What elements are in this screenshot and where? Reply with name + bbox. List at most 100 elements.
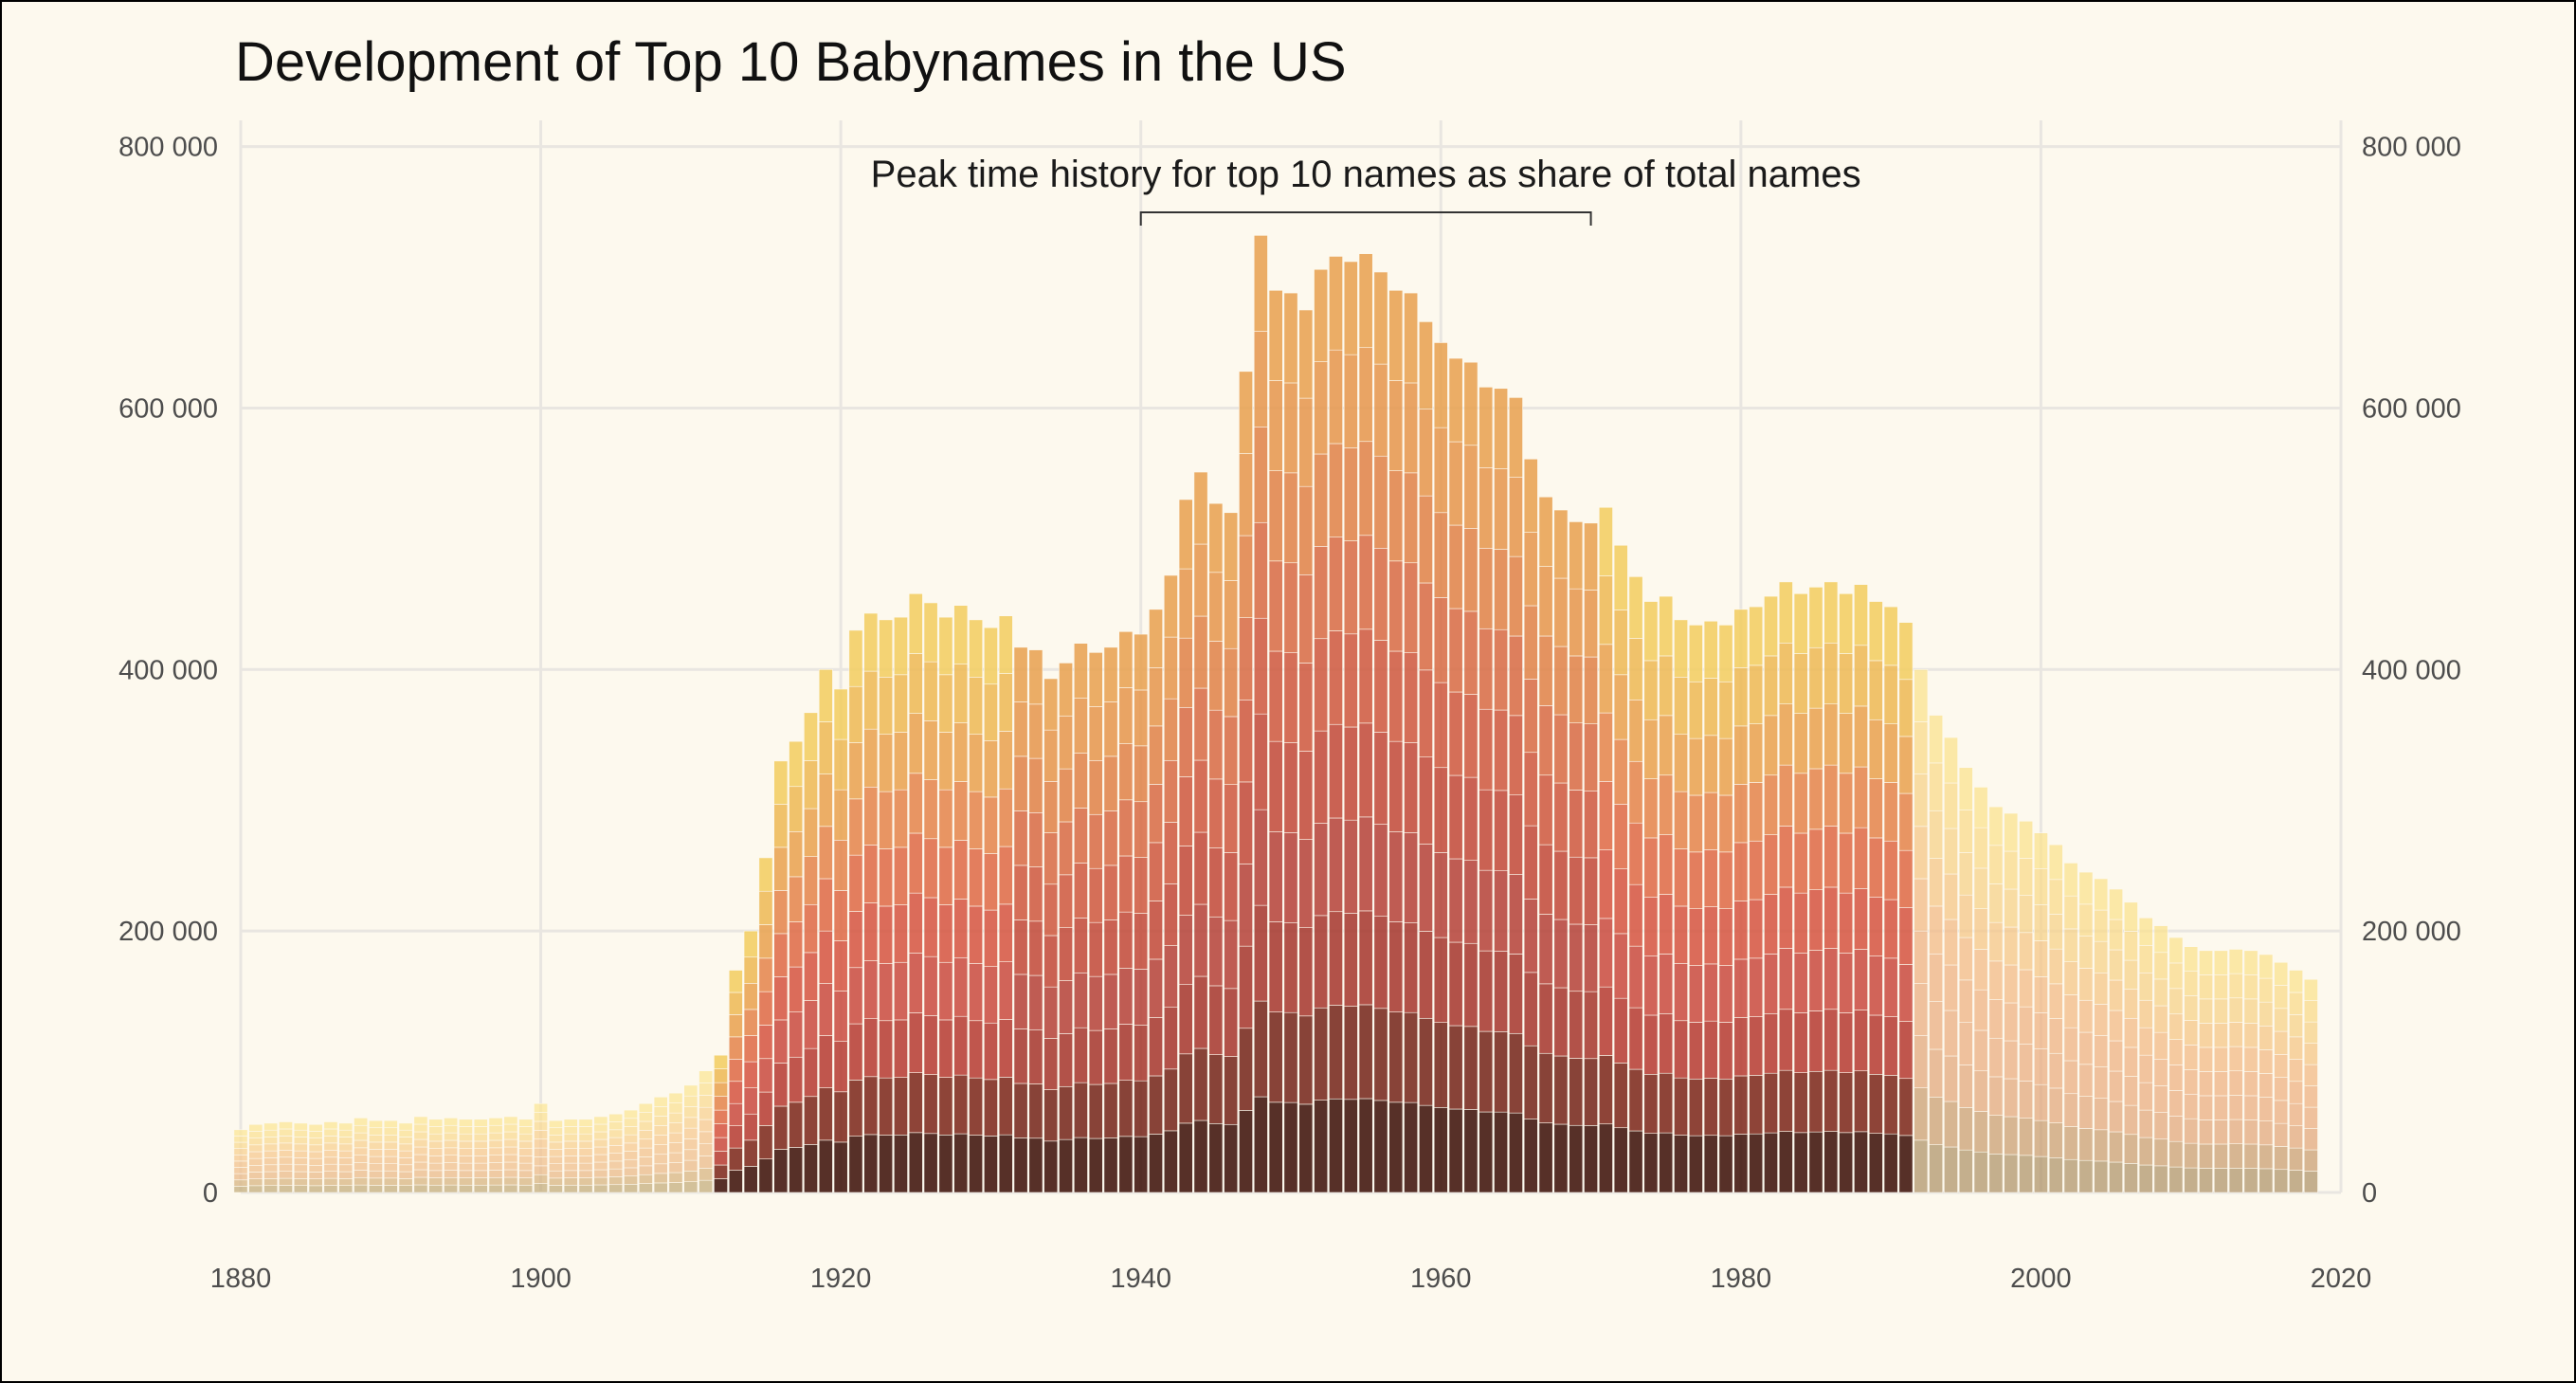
bar-1884-band-4 bbox=[293, 1164, 308, 1173]
bar-2007-band-2 bbox=[2138, 1137, 2153, 1166]
bar-1958-band-8 bbox=[1404, 472, 1419, 564]
bar-2013-band-6 bbox=[2228, 1046, 2243, 1072]
bar-1981-band-7 bbox=[1749, 782, 1764, 842]
bar-1959-band-4 bbox=[1419, 844, 1433, 932]
bar-1961-band-7 bbox=[1448, 608, 1463, 693]
bar-1954-band-3 bbox=[1343, 913, 1358, 1007]
bar-1979-band-10 bbox=[1718, 625, 1733, 682]
bar-1899-band-6 bbox=[518, 1148, 534, 1156]
bar-1997-band-3 bbox=[1988, 1076, 2004, 1116]
bar-1979-band-2 bbox=[1718, 1078, 1733, 1137]
bar-1947-band-1 bbox=[1239, 1110, 1253, 1193]
bar-1937-band-1 bbox=[1088, 1137, 1103, 1193]
bar-1997-band-4 bbox=[1988, 1037, 2004, 1078]
bar-1985-band-3 bbox=[1808, 1010, 1823, 1072]
bar-1958-band-1 bbox=[1404, 1101, 1419, 1193]
bar-2012-band-2 bbox=[2213, 1143, 2228, 1169]
bar-1952-band-3 bbox=[1314, 915, 1329, 1009]
bar-1895-band-4 bbox=[459, 1162, 473, 1172]
bar-1893-band-10 bbox=[428, 1119, 444, 1127]
bar-1898-band-9 bbox=[503, 1123, 518, 1133]
bar-1963-band-4 bbox=[1478, 869, 1494, 952]
bar-1961 bbox=[1448, 357, 1463, 1193]
bar-1936-band-9 bbox=[1073, 698, 1088, 754]
bar-1955-band-7 bbox=[1358, 535, 1373, 630]
bar-1979-band-8 bbox=[1718, 737, 1733, 796]
bar-1998 bbox=[2004, 812, 2019, 1193]
bar-1912-band-5 bbox=[714, 1123, 728, 1138]
bar-1919-band-7 bbox=[818, 826, 833, 880]
bar-1934-band-7 bbox=[1043, 832, 1059, 885]
bar-1899 bbox=[518, 1119, 534, 1193]
bar-1939-band-4 bbox=[1118, 968, 1134, 1025]
bar-2013-band-8 bbox=[2228, 997, 2243, 1023]
bar-1903-band-3 bbox=[578, 1170, 593, 1178]
bar-1999-band-7 bbox=[2019, 932, 2034, 971]
bar-1895 bbox=[459, 1119, 473, 1193]
bar-1954-band-8 bbox=[1343, 447, 1358, 541]
bar-2000-band-5 bbox=[2034, 1012, 2048, 1049]
bar-1996-band-8 bbox=[1973, 867, 1988, 909]
bar-1932 bbox=[1013, 646, 1028, 1193]
bar-1917-band-5 bbox=[789, 966, 804, 1012]
bar-1997-band-9 bbox=[1988, 845, 2004, 884]
bar-2017-band-4 bbox=[2289, 1102, 2303, 1126]
bar-1999-band-4 bbox=[2019, 1044, 2034, 1082]
bar-1950-band-9 bbox=[1283, 382, 1298, 474]
bar-1988-band-2 bbox=[1854, 1070, 1868, 1133]
bar-1932-band-5 bbox=[1013, 919, 1028, 975]
bar-1908-band-4 bbox=[653, 1154, 668, 1165]
bar-1980-band-10 bbox=[1733, 609, 1749, 668]
bar-1965-band-2 bbox=[1509, 1032, 1523, 1114]
bar-1901-band-7 bbox=[548, 1141, 563, 1150]
bar-1951 bbox=[1298, 309, 1314, 1193]
bar-1926-band-5 bbox=[923, 897, 938, 957]
bar-1883-band-8 bbox=[279, 1136, 293, 1144]
bar-1901-band-10 bbox=[548, 1119, 563, 1129]
bar-1937-band-6 bbox=[1088, 867, 1103, 923]
bar-1914-band-9 bbox=[743, 956, 758, 984]
bar-1955-band-9 bbox=[1358, 347, 1373, 443]
bar-2008-band-1 bbox=[2153, 1165, 2168, 1193]
bar-2011-band-7 bbox=[2199, 1023, 2213, 1048]
bar-1892-band-7 bbox=[413, 1138, 428, 1148]
bar-1894-band-10 bbox=[444, 1118, 459, 1126]
bar-1885-band-10 bbox=[308, 1123, 323, 1132]
bar-1922-band-8 bbox=[863, 728, 879, 788]
bar-1930-band-3 bbox=[984, 1022, 998, 1081]
bar-1955-band-1 bbox=[1358, 1098, 1373, 1193]
bar-1965 bbox=[1509, 397, 1523, 1193]
bar-1926-band-2 bbox=[923, 1074, 938, 1135]
bar-2015-band-6 bbox=[2259, 1049, 2274, 1074]
bar-1989-band-8 bbox=[1868, 719, 1883, 779]
bar-1991 bbox=[1898, 622, 1914, 1193]
bar-2005-band-1 bbox=[2109, 1161, 2123, 1193]
bar-1912-band-10 bbox=[714, 1054, 728, 1069]
bar-1942-band-8 bbox=[1163, 698, 1178, 761]
bar-1956-band-9 bbox=[1373, 363, 1388, 457]
bar-2014-band-2 bbox=[2243, 1143, 2259, 1169]
bar-1956-band-4 bbox=[1373, 824, 1388, 917]
bar-1952-band-1 bbox=[1314, 1100, 1329, 1193]
bar-1931-band-3 bbox=[998, 1019, 1013, 1078]
bar-2001-band-10 bbox=[2048, 844, 2063, 881]
bar-1935 bbox=[1059, 663, 1073, 1193]
bar-2003-band-4 bbox=[2078, 1064, 2094, 1097]
bar-1974-band-8 bbox=[1643, 719, 1659, 779]
bar-1996-band-9 bbox=[1973, 827, 1988, 869]
bar-1906-band-4 bbox=[624, 1158, 638, 1169]
x-tick-7: 2020 bbox=[2311, 1264, 2372, 1294]
bar-1888-band-9 bbox=[354, 1124, 369, 1134]
bar-1927 bbox=[938, 616, 953, 1193]
bar-1949 bbox=[1268, 290, 1283, 1193]
bar-1886 bbox=[323, 1121, 338, 1193]
bar-1980 bbox=[1733, 609, 1749, 1193]
bar-1912-band-7 bbox=[714, 1096, 728, 1111]
bar-1945-band-1 bbox=[1208, 1123, 1224, 1193]
bar-1983 bbox=[1778, 581, 1793, 1193]
bar-1896-band-4 bbox=[473, 1162, 488, 1172]
bar-1881-band-9 bbox=[248, 1131, 263, 1138]
bar-1899-band-2 bbox=[518, 1177, 534, 1186]
bar-1966 bbox=[1523, 458, 1538, 1193]
bar-1924-band-1 bbox=[894, 1135, 908, 1193]
